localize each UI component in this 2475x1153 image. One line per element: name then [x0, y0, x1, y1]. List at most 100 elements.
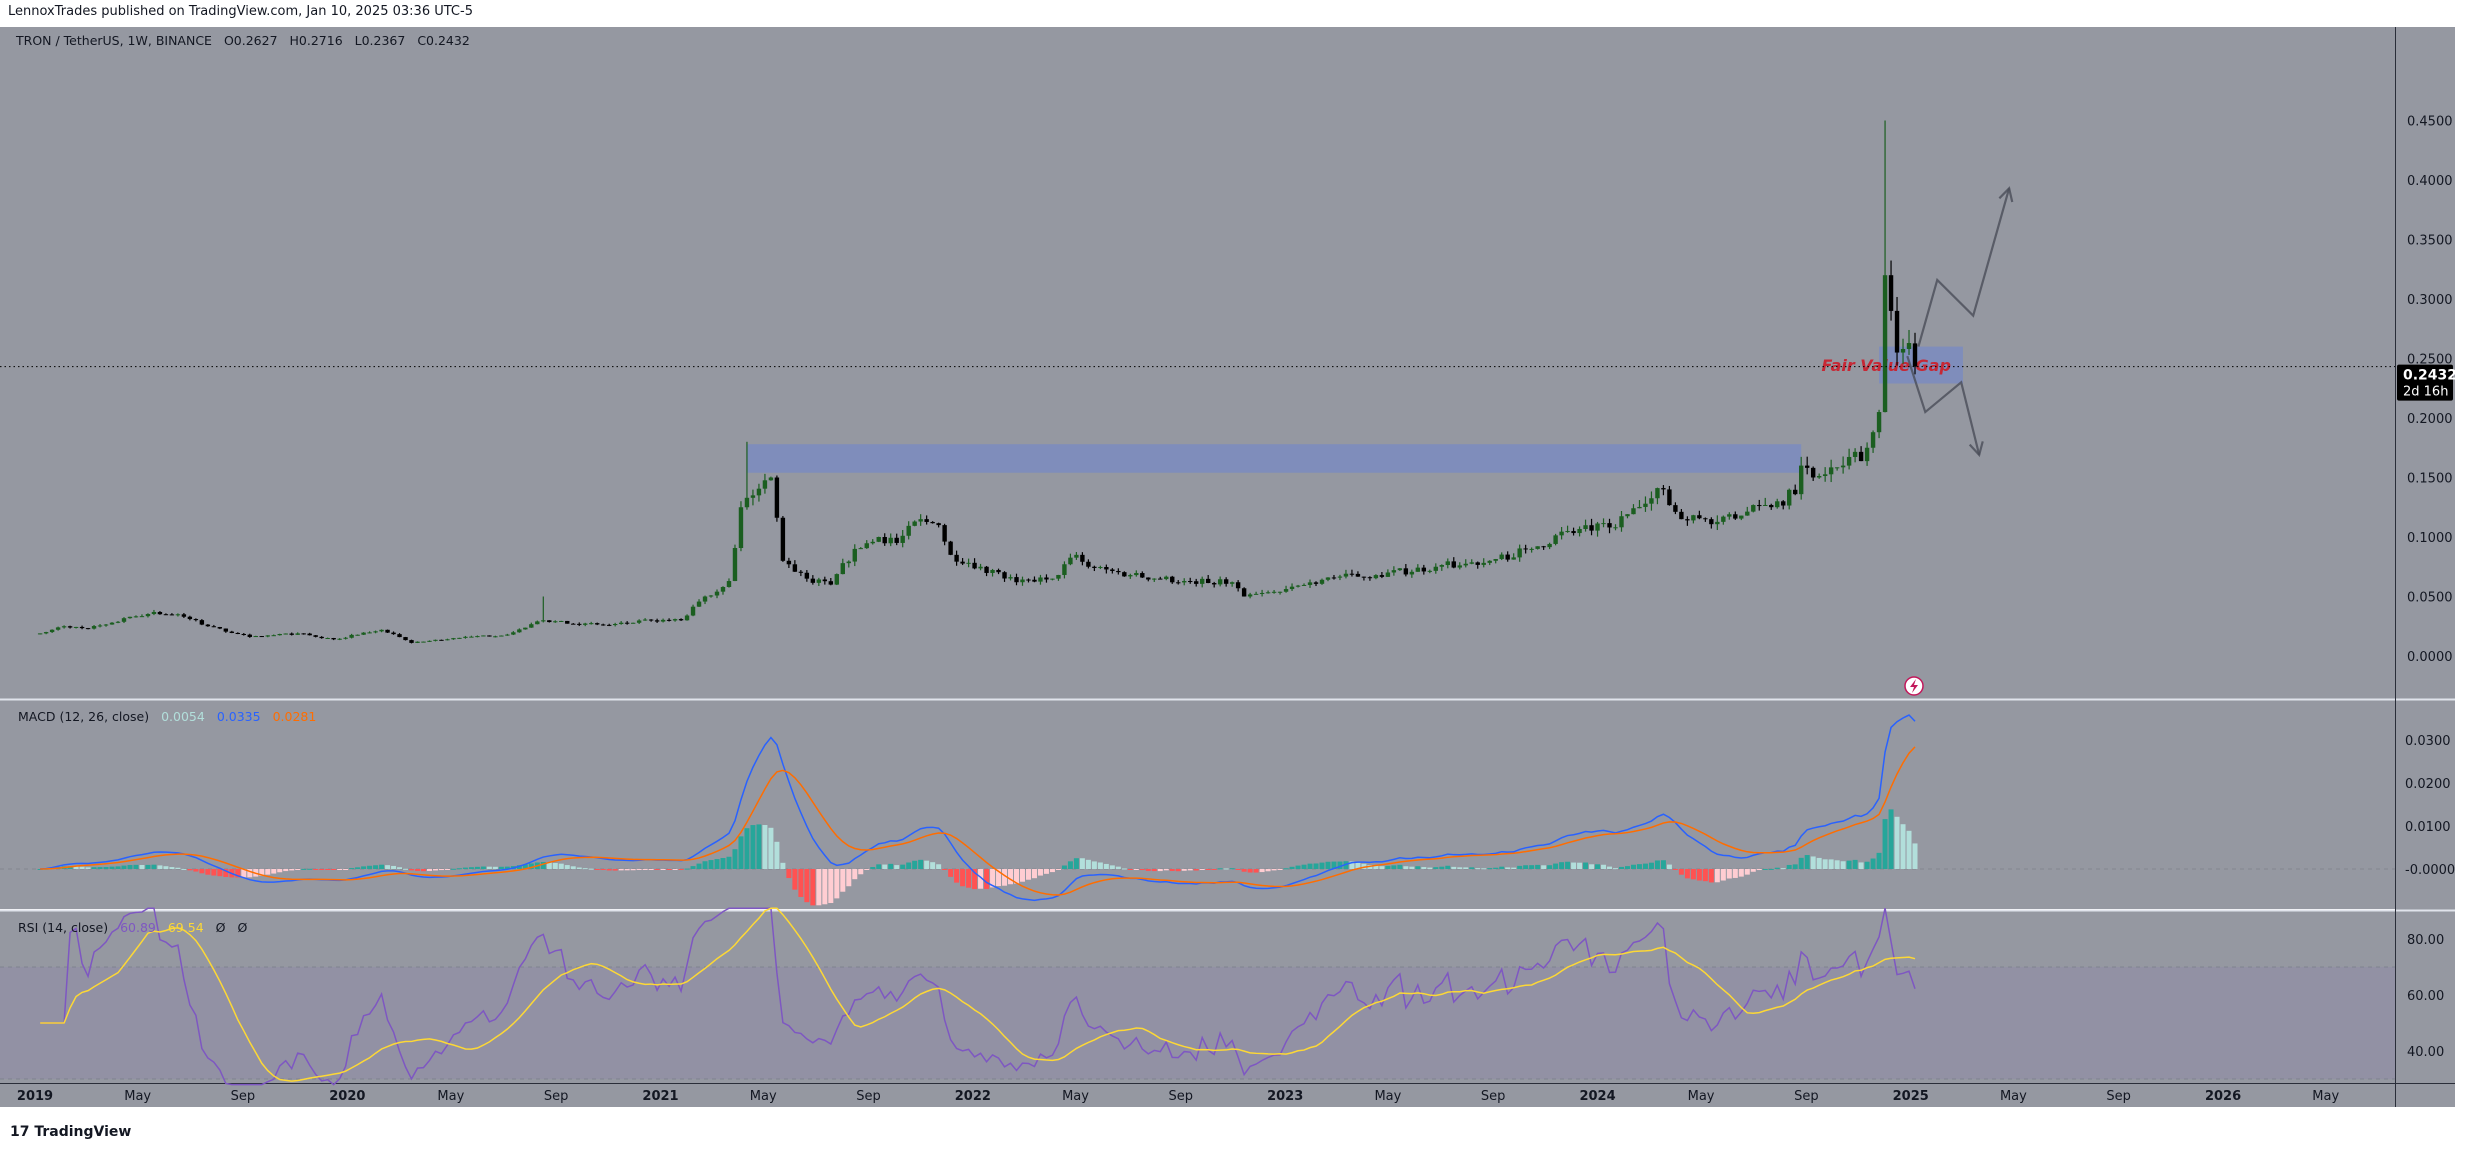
candle-body	[1158, 578, 1163, 580]
candle	[349, 633, 354, 639]
candle	[595, 622, 600, 626]
candle	[427, 640, 432, 642]
candle	[1002, 571, 1007, 582]
macd-hist-bar	[1708, 869, 1714, 883]
macd-hist-bar	[1127, 869, 1133, 870]
macd-hist-bar	[930, 862, 936, 869]
macd-hist-bar	[1073, 858, 1079, 869]
macd-hist-bar	[37, 869, 43, 870]
macd-title[interactable]: MACD (12, 26, close)	[18, 709, 150, 724]
rsi-title[interactable]: RSI (14, close)	[18, 920, 109, 935]
candle-body	[1661, 488, 1666, 490]
candle-body	[205, 624, 211, 627]
candle-body	[511, 632, 516, 635]
candle-body	[1864, 447, 1870, 462]
candle-body	[1343, 573, 1349, 577]
candle	[1409, 569, 1415, 578]
macd-signal-value: 0.0281	[272, 709, 317, 724]
candle-body	[1571, 531, 1576, 534]
candle	[690, 604, 696, 617]
candle-body	[1834, 467, 1840, 469]
macd-hist-bar	[1067, 861, 1073, 869]
macd-hist-bar	[199, 869, 205, 874]
candle	[846, 560, 851, 568]
candle	[1475, 561, 1480, 569]
macd-hist-bar	[1816, 857, 1822, 869]
candle	[169, 613, 175, 616]
candle-body	[966, 562, 971, 564]
candle	[55, 626, 61, 631]
candle-body	[1050, 578, 1055, 580]
tradingview-logo[interactable]: 𝟭𝟳 TradingView	[10, 1124, 131, 1140]
macd-hist-bar	[528, 863, 534, 869]
candle-body	[1373, 575, 1379, 579]
candle-body	[1679, 511, 1684, 520]
candle-body	[690, 606, 696, 616]
candle	[828, 577, 834, 586]
macd-hist-bar	[840, 869, 846, 892]
macd-hist-bar	[127, 865, 133, 869]
candle	[289, 632, 294, 636]
candle-body	[648, 619, 654, 621]
macd-hist-bar	[1870, 858, 1876, 869]
candle-body	[1781, 501, 1786, 506]
macd-hist-bar	[444, 869, 450, 870]
macd-hist-bar	[1505, 867, 1511, 869]
signal-line	[40, 746, 1916, 896]
candle-body	[1643, 503, 1648, 507]
candle-body	[1631, 508, 1636, 515]
macd-hist-bar	[1379, 866, 1385, 869]
macd-hist-bar	[175, 867, 181, 869]
candle-body	[1044, 577, 1049, 580]
macd-hist-bar	[1577, 862, 1583, 869]
candle-body	[487, 635, 492, 637]
candle	[822, 576, 828, 585]
candle-body	[61, 626, 67, 628]
candle-body	[1433, 566, 1439, 571]
candle	[211, 624, 217, 628]
candle	[1583, 519, 1588, 532]
candle-body	[265, 635, 270, 637]
macd-hist-bar	[139, 864, 145, 869]
candle-body	[1846, 456, 1852, 466]
macd-hist-bar	[97, 867, 103, 869]
candle	[606, 623, 612, 627]
macd-hist-bar	[289, 869, 295, 871]
macd-hist-bar	[1043, 869, 1049, 874]
macd-hist-bar	[373, 865, 379, 869]
macd-hist-bar	[1157, 869, 1163, 872]
candle	[1451, 557, 1456, 569]
macd-hist-bar	[1636, 864, 1642, 869]
candle	[1469, 559, 1474, 565]
time-axis	[0, 1084, 2455, 1107]
symbol-name[interactable]: TRON / TetherUS, 1W, BINANCE	[16, 33, 212, 48]
candle	[612, 622, 618, 627]
time-tick-label: May	[2312, 1089, 2339, 1104]
macd-hist-bar	[1696, 869, 1702, 881]
candle-body	[1337, 576, 1343, 578]
candle-body	[1277, 591, 1283, 593]
macd-hist-bar	[1097, 862, 1103, 869]
candle-body	[1140, 573, 1145, 578]
candle	[1397, 567, 1403, 571]
macd-hist-bar	[1690, 869, 1696, 880]
macd-hist-bar	[1487, 868, 1493, 870]
candle-body	[1229, 582, 1235, 584]
time-tick-label: 2025	[1893, 1089, 1929, 1104]
candle	[1020, 576, 1025, 586]
macd-hist-bar	[678, 869, 684, 870]
candle	[1529, 547, 1534, 553]
macd-hist-bar	[1031, 869, 1037, 879]
macd-hist-bar	[726, 856, 732, 869]
macd-hist-bar	[1175, 869, 1181, 872]
macd-hist-bar	[660, 869, 666, 870]
candle-body	[762, 480, 768, 489]
macd-hist-bar	[1499, 866, 1505, 869]
candle	[888, 533, 893, 547]
candle	[103, 624, 109, 627]
candle-body	[565, 620, 570, 624]
candle-body	[295, 633, 300, 635]
price-tick-label: 0.1000	[2407, 531, 2453, 546]
candle-body	[523, 627, 528, 630]
